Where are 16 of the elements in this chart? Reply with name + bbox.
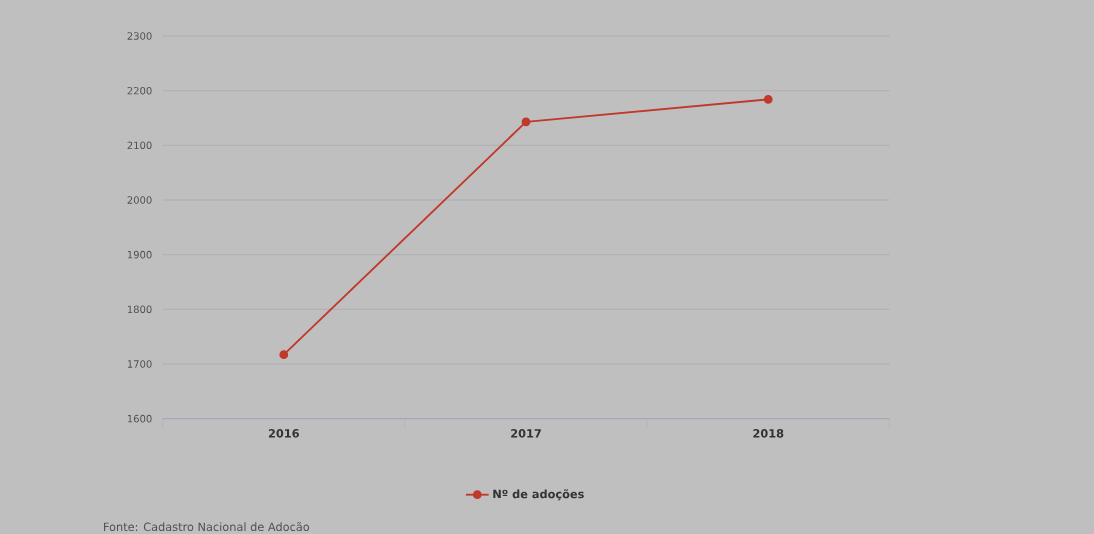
- y-tick-label: 2100: [127, 141, 152, 150]
- point: [279, 350, 289, 360]
- y-tick-label: 2200: [127, 86, 152, 95]
- y-tick-label: 1900: [127, 250, 152, 259]
- y-tick-label: 2000: [127, 196, 152, 204]
- y-tick-label: 1700: [127, 360, 152, 368]
- x-tick-label: 2016: [268, 429, 299, 438]
- y-tick-label: 1800: [127, 305, 152, 314]
- source-note: Fonte: Cadastro Nacional de Adocão: [104, 522, 310, 532]
- y-tick-label: 1600: [127, 414, 152, 423]
- legend-label: Nº de adoções: [493, 489, 584, 501]
- y-tick-label: 2300: [127, 32, 152, 40]
- point: [763, 95, 773, 104]
- x-tick-label: 2017: [511, 429, 541, 438]
- point: [521, 117, 531, 127]
- x-tick-label: 2018: [753, 429, 784, 438]
